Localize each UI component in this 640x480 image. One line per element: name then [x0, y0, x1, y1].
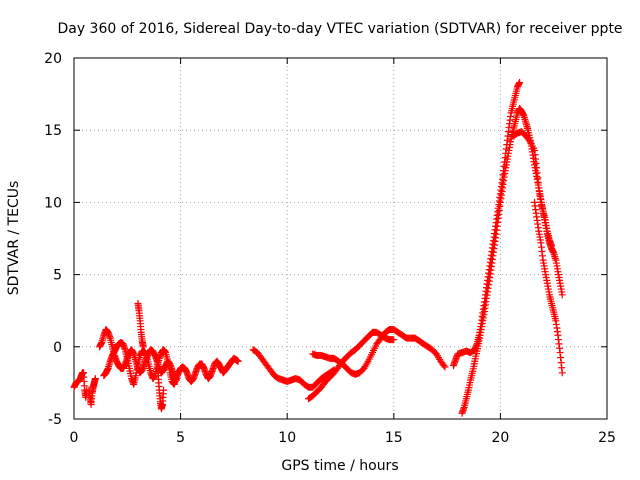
- data-point: [441, 363, 449, 371]
- data-point: [548, 242, 556, 250]
- data-point: [139, 343, 147, 351]
- y-tick-label: 10: [44, 195, 62, 211]
- axis-ticks: 0 5 10 15 20 25 -5 0 5 10 15 20: [44, 51, 616, 446]
- x-tick-label: 5: [176, 430, 185, 446]
- x-tick-label: 15: [385, 430, 403, 446]
- x-tick-label: 10: [278, 430, 296, 446]
- chart-title: Day 360 of 2016, Sidereal Day-to-day VTE…: [57, 21, 622, 37]
- y-tick-label: 0: [53, 340, 62, 356]
- data-point: [558, 369, 566, 377]
- data-point: [516, 79, 524, 87]
- y-tick-label: 20: [44, 51, 62, 67]
- x-axis-label: GPS time / hours: [281, 458, 398, 474]
- y-tick-label: -5: [48, 412, 62, 428]
- y-tick-label: 15: [44, 123, 62, 139]
- data-point: [91, 375, 99, 383]
- data-point: [390, 336, 398, 344]
- data-point: [160, 386, 168, 394]
- plot-frame: [73, 57, 608, 420]
- data-point: [558, 291, 566, 299]
- data-point: [440, 362, 448, 370]
- x-tick-label: 25: [598, 430, 616, 446]
- x-tick-label: 20: [491, 430, 509, 446]
- data-points: [70, 79, 566, 417]
- y-tick-label: 5: [53, 268, 62, 284]
- data-point: [234, 357, 242, 365]
- y-axis-label: SDTVAR / TECUs: [6, 181, 22, 296]
- data-point: [525, 136, 533, 144]
- x-tick-label: 0: [70, 430, 79, 446]
